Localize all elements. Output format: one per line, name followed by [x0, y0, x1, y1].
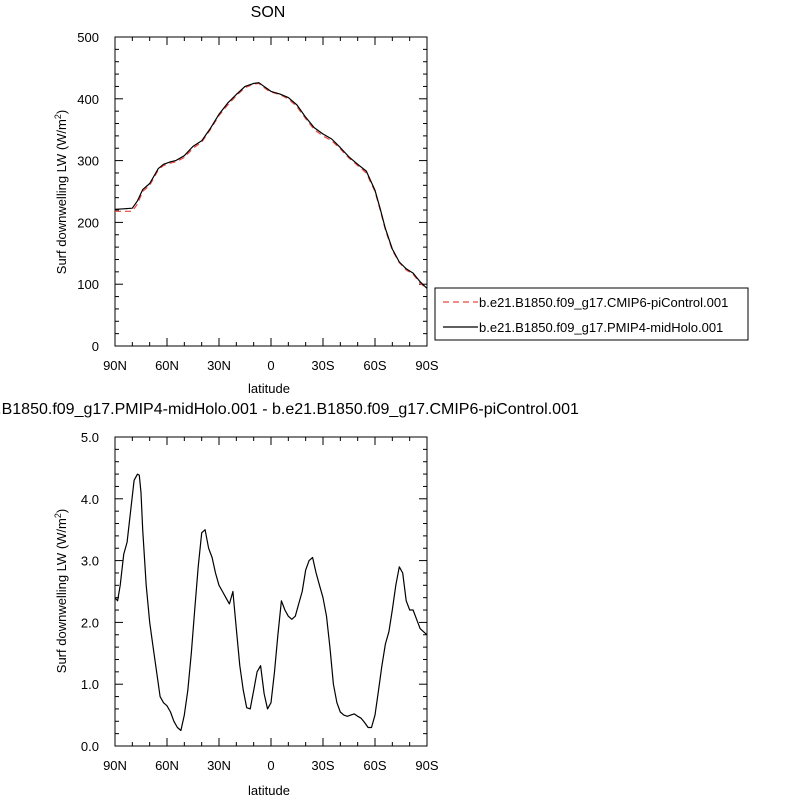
x-tick-label: 60S	[363, 358, 386, 373]
x-tick-label: 30S	[311, 358, 334, 373]
y-axis-label-bottom: Surf downwelling LW (W/m2)	[53, 509, 69, 673]
x-tick-label: 0	[267, 358, 274, 373]
x-tick-label: 90N	[103, 358, 127, 373]
panel-bottom: b.e21.B1850.f09_g17.PMIP4-midHolo.001 - …	[0, 401, 579, 798]
series-line-picontrol	[115, 82, 428, 290]
series-line-difference	[114, 473, 428, 732]
y-tick-label: 0	[92, 339, 99, 354]
legend-box	[434, 287, 749, 341]
x-tick-label: 90N	[103, 758, 127, 773]
y-tick-label: 300	[77, 154, 99, 169]
y-tick-label: 2.0	[81, 615, 99, 630]
axes-bottom: 90N 60N 30N 0 30S 60S 90S 0.0 1.0 2.0 3.0 4.0 5.0	[81, 430, 439, 773]
chart-title-top: SON	[251, 4, 286, 21]
series-lines-bottom	[114, 473, 428, 732]
legend: b.e21.B1850.f09_g17.CMIP6-piControl.001 …	[434, 287, 749, 341]
chart-title-bottom: b.e21.B1850.f09_g17.PMIP4-midHolo.001 - …	[0, 401, 579, 418]
legend-label-midholo: b.e21.B1850.f09_g17.PMIP4-midHolo.001	[479, 320, 723, 335]
axes-top: 90N 60N 30N 0 30S 60S 90S 0 100 200 300 400 500	[77, 30, 439, 373]
x-tick-label: 30N	[207, 358, 231, 373]
x-axis-label-top: latitude	[248, 381, 290, 396]
y-tick-label: 0.0	[81, 739, 99, 754]
x-tick-label: 30S	[311, 758, 334, 773]
y-tick-label: 1.0	[81, 677, 99, 692]
x-tick-label: 90S	[415, 758, 438, 773]
x-tick-label: 60N	[155, 758, 179, 773]
x-tick-label: 90S	[415, 358, 438, 373]
y-tick-label: 500	[77, 30, 99, 45]
x-tick-label: 60S	[363, 758, 386, 773]
y-tick-label: 100	[77, 277, 99, 292]
legend-label-picontrol: b.e21.B1850.f09_g17.CMIP6-piControl.001	[479, 295, 728, 310]
y-tick-label: 200	[77, 215, 99, 230]
x-axis-label-bottom: latitude	[248, 783, 290, 798]
series-lines-top	[114, 82, 428, 290]
y-tick-label: 3.0	[81, 554, 99, 569]
y-tick-label: 4.0	[81, 492, 99, 507]
y-tick-label: 400	[77, 92, 99, 107]
plot-frame	[114, 36, 428, 347]
x-tick-label: 60N	[155, 358, 179, 373]
x-tick-label: 0	[267, 758, 274, 773]
y-tick-label: 5.0	[81, 430, 99, 445]
panel-top: SON latitude Surf downwelling LW (W/m2) …	[53, 4, 749, 396]
x-tick-label: 30N	[207, 758, 231, 773]
series-line-midholo	[114, 82, 428, 289]
y-axis-label-top: Surf downwelling LW (W/m2)	[53, 110, 69, 274]
